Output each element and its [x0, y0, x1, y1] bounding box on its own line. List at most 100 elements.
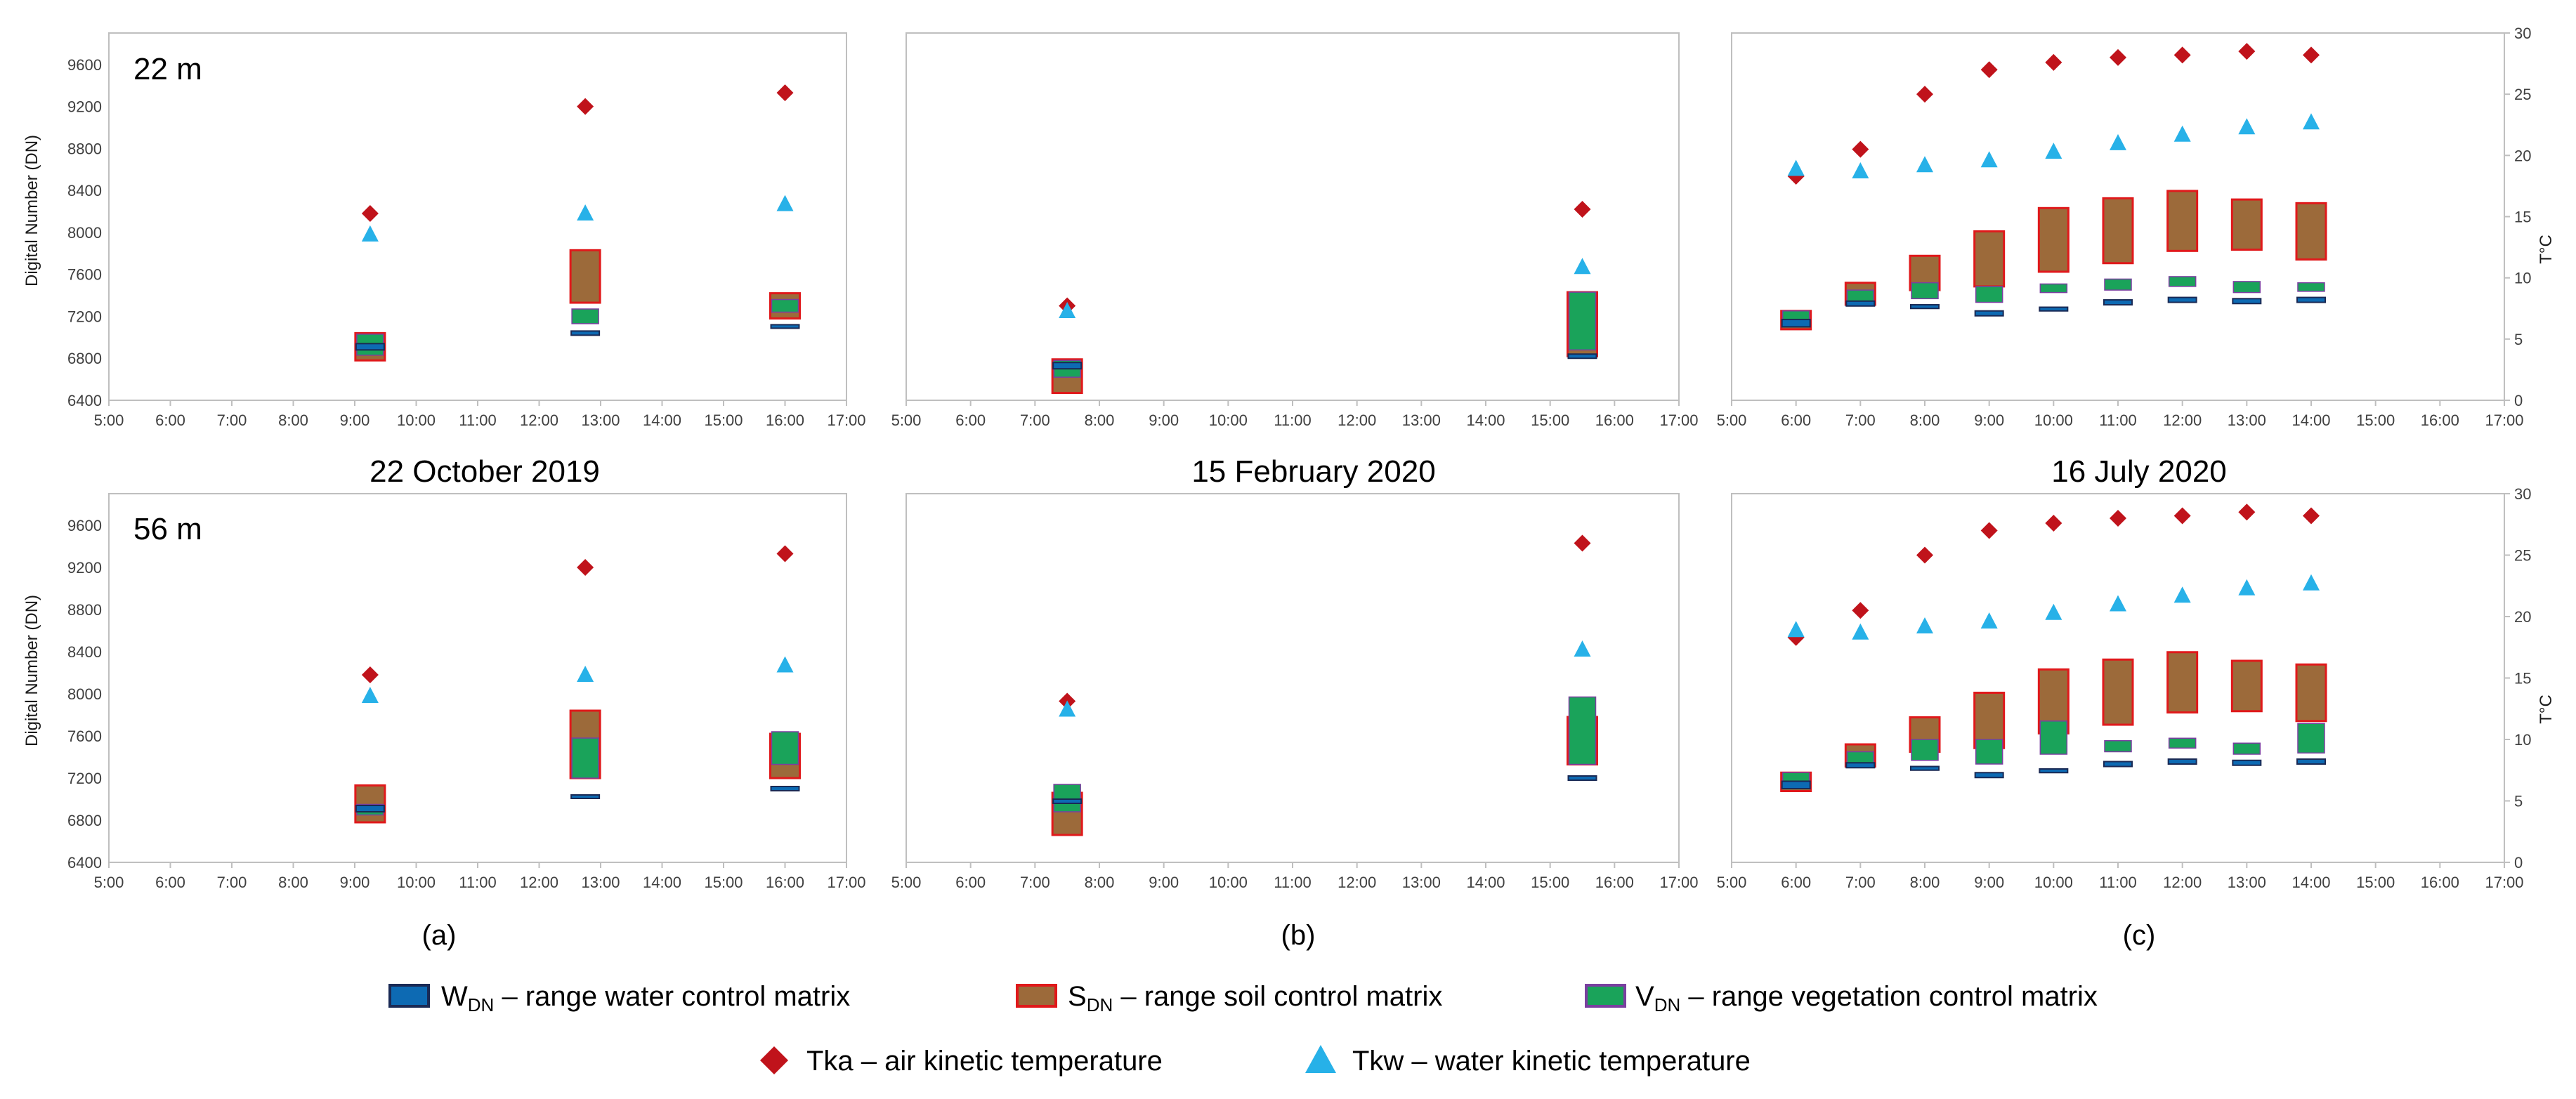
tkw-marker: [2045, 603, 2062, 620]
y2-tick-label: 30: [2514, 485, 2531, 503]
water-range-box: [570, 330, 601, 336]
x-tick-label: 15:00: [704, 874, 743, 891]
x-tick-label: 11:00: [2099, 874, 2136, 891]
tka-marker: [2303, 507, 2320, 525]
x-tick-label: 16:00: [766, 412, 804, 429]
legend-water-swatch: [388, 984, 430, 1008]
water-range-box: [2103, 761, 2133, 768]
tkw-marker: [2238, 579, 2256, 595]
water-range-box: [1052, 362, 1083, 370]
x-tick-label: 11:00: [459, 874, 496, 891]
water-range-box: [2103, 299, 2133, 306]
y2-tick-label: 5: [2514, 331, 2523, 348]
panel-0-2: 5:00 6:00 7:00 8:00 9:00 10:00 11:00 12:00 13:00…: [1717, 25, 2532, 429]
panel-0-1: 5:00 6:00 7:00 8:00 9:00 10:00 11:00 12:00 13:00…: [891, 32, 1699, 429]
x-tick-label: 17:00: [1659, 874, 1698, 891]
water-range-box: [2232, 298, 2262, 305]
tkw-marker: [1787, 621, 1805, 638]
legend-water-rest: – range water control matrix: [494, 981, 850, 1012]
tkw-marker: [361, 687, 379, 703]
vegetation-range-box: [771, 298, 799, 313]
plot-frame: [905, 32, 1680, 401]
tkw-marker: [577, 204, 594, 221]
tka-marker: [2110, 48, 2126, 66]
x-tick-label: 8:00: [278, 412, 308, 429]
y-tick-label: 6400: [67, 854, 102, 871]
water-range-box: [2039, 768, 2069, 774]
legend-veg-swatch: [1585, 984, 1626, 1008]
x-tick-label: 10:00: [1209, 412, 1248, 429]
panel-1-0: 5:00 6:00 7:00 8:00 9:00 10:00 11:00 12:00 13:00…: [67, 493, 866, 891]
x-tick-label: 5:00: [94, 874, 124, 891]
legend-soil-main: S: [1068, 981, 1087, 1012]
plot-frame: [108, 493, 847, 863]
depth-label-top: 22 m: [133, 52, 202, 86]
y-tick-label: 6800: [67, 812, 102, 829]
x-tick-label: 6:00: [955, 412, 986, 429]
depth-label-bottom: 56 m: [133, 512, 202, 546]
x-tick-label: 16:00: [2421, 874, 2459, 891]
tka-marker: [2110, 510, 2126, 527]
legend: WDN – range water control matrix SDN – r…: [388, 981, 2098, 1077]
y2-tick-label: 20: [2514, 608, 2531, 626]
x-tick-label: 12:00: [1338, 874, 1376, 891]
x-tick-label: 14:00: [2291, 874, 2330, 891]
x-tick-label: 13:00: [581, 874, 620, 891]
x-tick-label: 15:00: [1531, 874, 1569, 891]
vegetation-range-box: [1975, 286, 2003, 303]
tkw-marker: [1574, 258, 1591, 275]
date-title-july: 16 July 2020: [2051, 454, 2227, 489]
y-tick-label: 8000: [67, 685, 102, 703]
water-range-box: [1845, 300, 1876, 307]
x-tick-label: 13:00: [2228, 874, 2266, 891]
x-tick-label: 14:00: [1466, 874, 1505, 891]
vegetation-range-box: [571, 737, 599, 779]
vegetation-range-box: [2297, 723, 2325, 753]
tkw-marker: [2303, 113, 2320, 130]
date-title-february: 15 February 2020: [1191, 454, 1435, 489]
x-tick-label: 8:00: [1910, 412, 1940, 429]
water-range-box: [355, 805, 385, 812]
x-tick-label: 7:00: [1020, 412, 1050, 429]
x-tick-label: 9:00: [1149, 412, 1179, 429]
x-tick-label: 16:00: [2421, 412, 2459, 429]
soil-range-box: [2166, 651, 2199, 713]
x-tick-label: 6:00: [155, 874, 185, 891]
x-tick-label: 5:00: [94, 412, 124, 429]
legend-tkw-marker: [1305, 1045, 1336, 1073]
x-tick-label: 14:00: [643, 874, 681, 891]
y-tick-label: 8400: [67, 182, 102, 199]
vegetation-range-box: [771, 731, 799, 765]
panel-letter-c: (c): [2123, 920, 2156, 951]
vegetation-range-box: [2232, 281, 2261, 294]
y-tick-label: 9200: [67, 98, 102, 116]
tkw-marker: [1059, 700, 1076, 717]
vegetation-range-box: [2104, 278, 2132, 291]
tka-marker: [1852, 602, 1869, 619]
tka-marker: [1852, 140, 1869, 158]
vegetation-range-box: [1053, 784, 1081, 812]
panel-1-1: 5:00 6:00 7:00 8:00 9:00 10:00 11:00 12:00 13:00…: [891, 493, 1699, 891]
tkw-marker: [2173, 586, 2191, 603]
water-range-box: [1567, 353, 1597, 360]
panel-1-2: 5:00 6:00 7:00 8:00 9:00 10:00 11:00 12:00 13:00…: [1717, 485, 2532, 891]
legend-veg-main: V: [1635, 981, 1654, 1012]
x-tick-label: 10:00: [397, 412, 436, 429]
water-range-box: [1974, 310, 2004, 317]
tka-marker: [577, 98, 594, 115]
y2-tick-label: 25: [2514, 547, 2531, 565]
x-tick-label: 9:00: [340, 412, 370, 429]
tkw-marker: [1059, 301, 1076, 318]
water-range-box: [2167, 296, 2197, 303]
soil-range-box: [2102, 197, 2134, 265]
y2-axis-label-bottom: T°C: [2537, 695, 2556, 724]
x-tick-label: 13:00: [581, 412, 620, 429]
soil-range-box: [2295, 202, 2327, 261]
x-tick-label: 10:00: [1209, 874, 1248, 891]
y2-tick-label: 5: [2514, 793, 2523, 810]
soil-range-box: [569, 249, 601, 304]
legend-water-main: W: [441, 981, 468, 1012]
x-tick-label: 7:00: [1845, 874, 1876, 891]
legend-soil-label: SDN – range soil control matrix: [1068, 981, 1442, 1015]
